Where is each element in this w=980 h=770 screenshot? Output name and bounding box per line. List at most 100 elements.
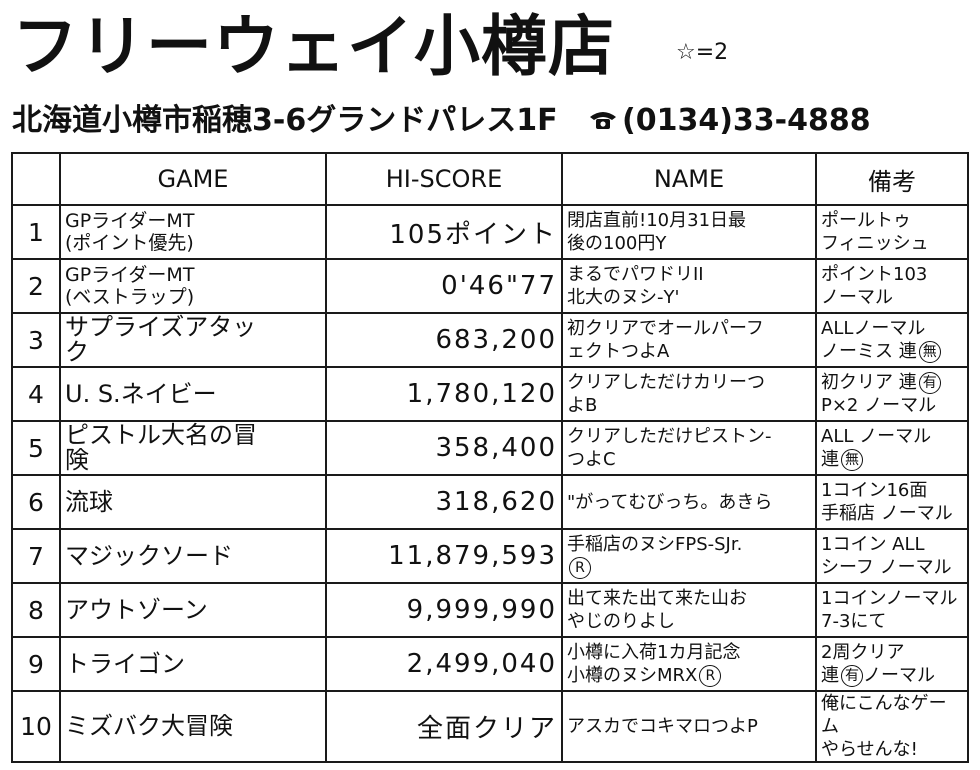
note-cell: 俺にこんなゲーム やらせんな! bbox=[815, 690, 969, 763]
player-name-cell: 小樽に入荷1カ月記念 小樽のヌシMRX R bbox=[561, 636, 817, 692]
game-line: GPライダーMT bbox=[65, 210, 195, 232]
score-cell: 11,879,593 bbox=[325, 528, 563, 584]
rank-cell: 3 bbox=[11, 312, 61, 368]
game-line: U. S.ネイビー bbox=[65, 379, 217, 408]
score-cell: 683,200 bbox=[325, 312, 563, 368]
note-line: P×2 ノーマル bbox=[821, 395, 937, 416]
player-name-cell: 出て来た出て来た山お やじのりよし bbox=[561, 582, 817, 638]
note-cell: ALL ノーマル連無 bbox=[815, 420, 969, 476]
name-line: まるでパワドリII bbox=[567, 264, 704, 285]
player-name-cell: クリアしただけカリーつ よB bbox=[561, 366, 817, 422]
name-line: 小樽に入荷1カ月記念 bbox=[567, 642, 741, 663]
name-line: つよC bbox=[567, 449, 616, 470]
note-cell: ポールトゥ フィニッシュ bbox=[815, 204, 969, 260]
note-line: 連有ノーマル bbox=[821, 665, 935, 687]
game-line: 険 bbox=[65, 446, 89, 474]
note-line: 初クリア 連有 bbox=[821, 371, 963, 394]
table-row: 1 GPライダーMT (ポイント優先) 105ポイント 閉店直前!10月31日最 後の10… bbox=[11, 204, 969, 260]
circled-mark: R bbox=[699, 665, 722, 687]
score-cell: 2,499,040 bbox=[325, 636, 563, 692]
note-line: シーフ ノーマル bbox=[821, 557, 952, 578]
game-cell: GPライダーMT (ポイント優先) bbox=[59, 204, 327, 260]
score-cell: 9,999,990 bbox=[325, 582, 563, 638]
score-cell: 318,620 bbox=[325, 474, 563, 530]
game-line: トライゴン bbox=[65, 649, 185, 678]
rank-cell: 6 bbox=[11, 474, 61, 530]
game-cell: GPライダーMT (ベストラップ) bbox=[59, 258, 327, 314]
score-cell: 全面クリア bbox=[325, 690, 563, 763]
note-line: フィニッシュ bbox=[821, 233, 929, 254]
score-cell: 0'46"77 bbox=[325, 258, 563, 314]
note-line: 7-3にて bbox=[821, 611, 887, 632]
name-line: "がってむびっち。あきら bbox=[567, 491, 773, 513]
name-line: 小樽のヌシMRX R bbox=[567, 664, 811, 687]
game-line: ク bbox=[65, 338, 89, 366]
store-address: 北海道小樽市稲穂3-6グランドパレス1F bbox=[12, 103, 558, 138]
name-line: クリアしただけピストン- bbox=[567, 426, 772, 447]
game-cell: マジックソード bbox=[59, 528, 327, 584]
circled-mark: 無 bbox=[841, 449, 863, 471]
game-line: GPライダーMT bbox=[65, 264, 195, 286]
table-row: 5 ピストル大名の冒険 358,400 クリアしただけピストン- つよC ALL ノーマル… bbox=[11, 420, 969, 476]
game-cell: U. S.ネイビー bbox=[59, 366, 327, 422]
rank-cell: 9 bbox=[11, 636, 61, 692]
name-line: 後の100円Y bbox=[567, 233, 667, 254]
table-row: 3 サプライズアタック 683,200 初クリアでオールパーフ ェクトつよA ALLノーマ… bbox=[11, 312, 969, 368]
game-line: 流球 bbox=[65, 487, 113, 516]
note-line: ALL ノーマル bbox=[821, 426, 932, 447]
store-phone: (0134)33-4888 bbox=[588, 100, 871, 142]
game-line: アウトゾーン bbox=[65, 595, 208, 624]
score-cell: 358,400 bbox=[325, 420, 563, 476]
note-cell: ALLノーマル ノーミス 連無 bbox=[815, 312, 969, 368]
note-line: 俺にこんなゲーム bbox=[821, 693, 947, 737]
player-name-cell: 初クリアでオールパーフ ェクトつよA bbox=[561, 312, 817, 368]
game-cell: サプライズアタック bbox=[59, 312, 327, 368]
game-cell: ミズバク大冒険 bbox=[59, 690, 327, 763]
name-line: クリアしただけカリーつ bbox=[567, 372, 765, 393]
name-line: 初クリアでオールパーフ bbox=[567, 318, 764, 339]
note-cell: 2周クリア連有ノーマル bbox=[815, 636, 969, 692]
note-line: ポールトゥ bbox=[821, 210, 911, 231]
circled-mark: 有 bbox=[918, 372, 941, 394]
rank-cell: 7 bbox=[11, 528, 61, 584]
note-cell: 1コインノーマル 7-3にて bbox=[815, 582, 969, 638]
telephone-icon bbox=[590, 112, 616, 129]
rank-cell: 10 bbox=[11, 690, 61, 763]
store-name: フリーウェイ小樽店 bbox=[12, 8, 615, 85]
player-name-cell: アスカでコキマロつよP bbox=[561, 690, 817, 763]
note-line: 2周クリア bbox=[821, 642, 905, 663]
phone-number: (0134)33-4888 bbox=[622, 103, 871, 138]
score-cell: 1,780,120 bbox=[325, 366, 563, 422]
note-cell: 初クリア 連有 P×2 ノーマル bbox=[815, 366, 969, 422]
col-header-game: GAME bbox=[59, 152, 327, 206]
game-line: (ベストラップ) bbox=[65, 286, 195, 308]
name-line: よB bbox=[567, 395, 598, 416]
note-line: ノーミス 連無 bbox=[821, 340, 963, 363]
player-name-cell: クリアしただけピストン- つよC bbox=[561, 420, 817, 476]
game-cell: ピストル大名の冒険 bbox=[59, 420, 327, 476]
rank-cell: 2 bbox=[11, 258, 61, 314]
table-row: 6 流球 318,620 "がってむびっち。あきら 1コイン16面 手稲店 ノーマル bbox=[11, 474, 969, 530]
table-row: 8 アウトゾーン 9,999,990 出て来た出て来た山お やじのりよし 1コインノーマル… bbox=[11, 582, 969, 638]
table-body: 1 GPライダーMT (ポイント優先) 105ポイント 閉店直前!10月31日最 後の10… bbox=[11, 204, 969, 763]
score-cell: 105ポイント bbox=[325, 204, 563, 260]
name-line: アスカでコキマロつよP bbox=[567, 716, 758, 737]
note-line: ポイント103 bbox=[821, 264, 928, 285]
note-line: 手稲店 ノーマル bbox=[821, 503, 953, 524]
note-cell: 1コイン16面 手稲店 ノーマル bbox=[815, 474, 969, 530]
circled-mark: 有 bbox=[841, 665, 863, 687]
game-line: ピストル大名の冒 bbox=[65, 421, 257, 449]
name-line: ェクトつよA bbox=[567, 341, 670, 362]
table-header-row: GAME HI-SCORE NAME 備考 bbox=[11, 152, 969, 206]
circled-mark: R bbox=[569, 557, 591, 579]
rank-cell: 8 bbox=[11, 582, 61, 638]
note-cell: 1コイン ALL シーフ ノーマル bbox=[815, 528, 969, 584]
rank-cell: 4 bbox=[11, 366, 61, 422]
note-line: 1コインノーマル bbox=[821, 588, 958, 609]
note-line: ノーマル bbox=[821, 287, 893, 308]
col-header-note: 備考 bbox=[815, 152, 969, 206]
rating-label: ☆=2 bbox=[676, 40, 729, 65]
table-row: 7 マジックソード 11,879,593 手稲店のヌシFPS-SJr. R 1コイン AL… bbox=[11, 528, 969, 584]
note-line: 1コイン16面 bbox=[821, 480, 928, 501]
